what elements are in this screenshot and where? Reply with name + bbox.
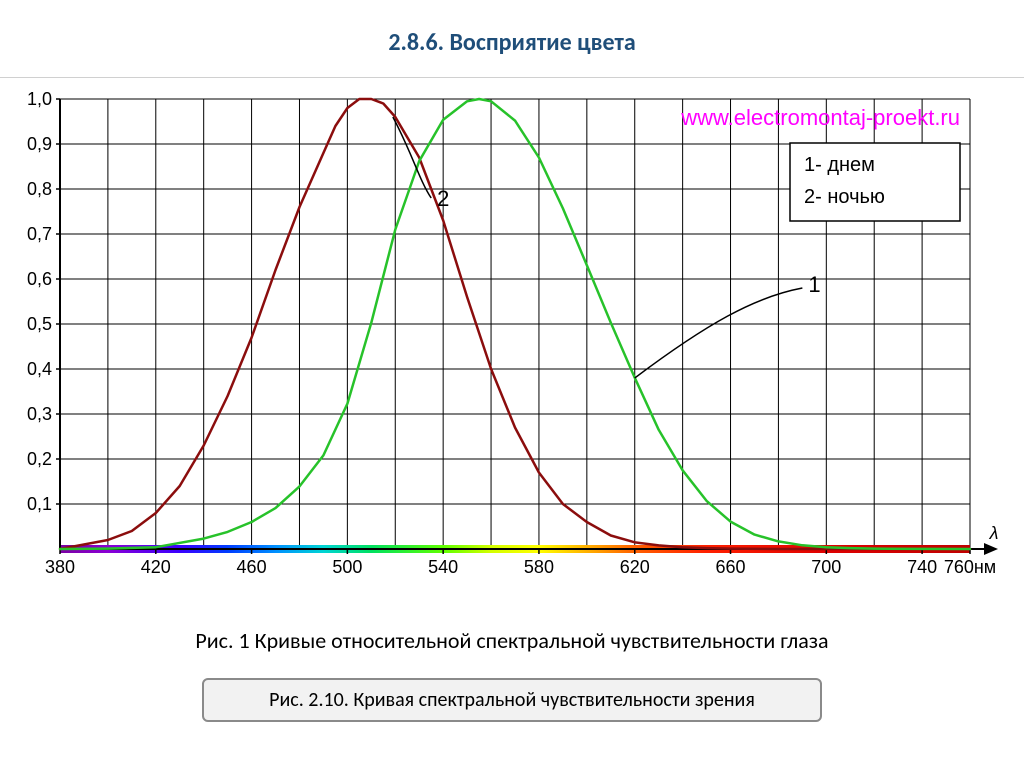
figure-caption-box: Рис. 2.10. Кривая спектральной чувствите… — [202, 678, 822, 722]
svg-text:580: 580 — [524, 557, 554, 577]
inner-caption: Рис. 1 Кривые относительной спектральной… — [0, 619, 1024, 668]
svg-text:760нм: 760нм — [944, 557, 996, 577]
page-title: 2.8.6. Восприятие цвета — [0, 0, 1024, 77]
svg-text:420: 420 — [141, 557, 171, 577]
svg-text:740: 740 — [907, 557, 937, 577]
svg-text:460: 460 — [237, 557, 267, 577]
legend-item: 2- ночью — [804, 186, 885, 208]
svg-text:0,5: 0,5 — [27, 314, 52, 334]
svg-text:0,4: 0,4 — [27, 359, 52, 379]
svg-text:0,2: 0,2 — [27, 449, 52, 469]
svg-text:0,1: 0,1 — [27, 494, 52, 514]
svg-text:700: 700 — [811, 557, 841, 577]
svg-text:620: 620 — [620, 557, 650, 577]
svg-text:660: 660 — [716, 557, 746, 577]
svg-text:1,0: 1,0 — [27, 89, 52, 109]
svg-text:380: 380 — [45, 557, 75, 577]
svg-text:0,6: 0,6 — [27, 269, 52, 289]
title-divider — [0, 77, 1024, 79]
svg-text:λ: λ — [989, 523, 999, 543]
svg-text:540: 540 — [428, 557, 458, 577]
legend-item: 1- днем — [804, 154, 875, 176]
svg-text:500: 500 — [332, 557, 362, 577]
svg-text:2: 2 — [437, 186, 449, 211]
svg-text:0,3: 0,3 — [27, 404, 52, 424]
svg-text:0,8: 0,8 — [27, 179, 52, 199]
figure-caption-text: Рис. 2.10. Кривая спектральной чувствите… — [269, 688, 755, 712]
svg-text:0,7: 0,7 — [27, 224, 52, 244]
chart-container: λ 0,1 0,2 0,3 0,4 0,5 0,6 0,7 0,8 0,9 1,0 380 420 460… — [0, 89, 1024, 668]
svg-text:0,9: 0,9 — [27, 134, 52, 154]
svg-text:1: 1 — [808, 272, 820, 297]
sensitivity-chart: λ 0,1 0,2 0,3 0,4 0,5 0,6 0,7 0,8 0,9 1,0 380 420 460… — [0, 89, 1004, 619]
watermark-text: www.electromontaj-proekt.ru — [680, 105, 960, 130]
